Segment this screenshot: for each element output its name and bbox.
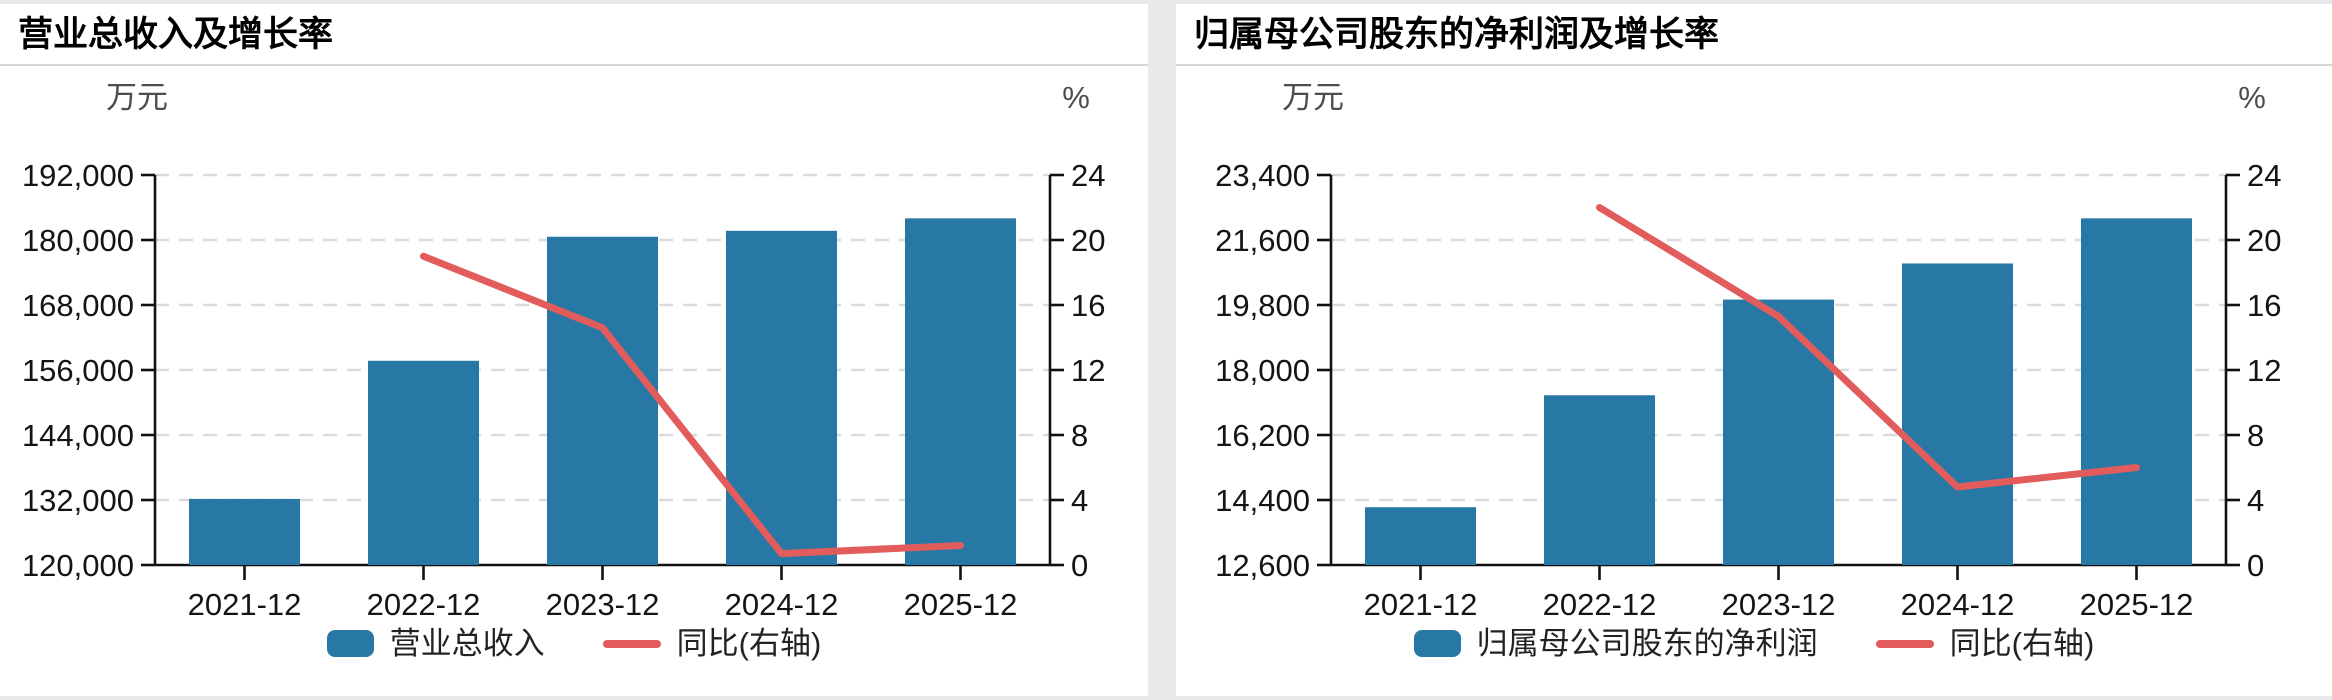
bar[interactable]	[1365, 507, 1476, 565]
left-axis-label: 16,200	[1215, 418, 1310, 453]
left-axis-label: 23,400	[1215, 158, 1310, 193]
right-axis-label: 20	[2247, 223, 2281, 258]
chart-title: 营业总收入及增长率	[0, 4, 1148, 66]
bar[interactable]	[2081, 218, 2192, 566]
right-axis-unit: %	[2238, 80, 2266, 115]
right-axis-label: 24	[1071, 158, 1105, 193]
left-axis-label: 144,000	[22, 418, 134, 453]
left-axis-unit: 万元	[106, 80, 168, 115]
bar[interactable]	[726, 230, 837, 565]
x-axis-label: 2022-12	[1543, 587, 1657, 622]
left-axis-label: 19,800	[1215, 288, 1310, 323]
right-axis-label: 0	[1071, 548, 1088, 583]
revenue-chart-card: 营业总收入及增长率 192,000 24 180,000 20 168,000 16 156…	[0, 4, 1148, 696]
chart-title: 归属母公司股东的净利润及增长率	[1176, 4, 2332, 66]
bar[interactable]	[547, 236, 658, 565]
right-axis-label: 16	[2247, 288, 2281, 323]
bar[interactable]	[368, 360, 479, 565]
legend-label: 同比(右轴)	[676, 626, 822, 661]
right-axis-unit: %	[1062, 80, 1090, 115]
chart-legend: 营业总收入 同比(右轴)	[0, 628, 1148, 659]
left-axis-unit: 万元	[1282, 80, 1344, 115]
chart-legend: 归属母公司股东的净利润 同比(右轴)	[1176, 628, 2332, 659]
legend-label: 营业总收入	[389, 626, 545, 661]
left-axis-label: 18,000	[1215, 353, 1310, 388]
growth-line[interactable]	[420, 252, 964, 558]
legend-item-line[interactable]: 同比(右轴)	[602, 626, 822, 661]
net-profit-chart-card: 归属母公司股东的净利润及增长率 23,400 24 21,600 20 19,800 16…	[1176, 4, 2332, 696]
right-axis-label: 0	[2247, 548, 2264, 583]
left-axis-label: 14,400	[1215, 483, 1310, 518]
x-axis-label: 2021-12	[1364, 587, 1478, 622]
right-axis-label: 12	[1071, 353, 1105, 388]
x-axis-label: 2021-12	[188, 587, 302, 622]
right-axis-label: 16	[1071, 288, 1105, 323]
x-axis-label: 2023-12	[1722, 587, 1836, 622]
right-axis-label: 8	[2247, 418, 2264, 453]
bar[interactable]	[189, 498, 300, 565]
line-swatch-icon	[1875, 639, 1934, 648]
bar[interactable]	[1544, 395, 1655, 565]
left-axis-label: 156,000	[22, 353, 134, 388]
x-axis-label: 2022-12	[367, 587, 481, 622]
bar[interactable]	[905, 218, 1016, 566]
bar[interactable]	[1902, 263, 2013, 565]
legend-item-line[interactable]: 同比(右轴)	[1875, 626, 2095, 661]
right-axis-label: 4	[1071, 483, 1088, 518]
right-axis-label: 4	[2247, 483, 2264, 518]
bar-swatch-icon	[1413, 630, 1461, 657]
x-axis-label: 2025-12	[2080, 587, 2194, 622]
legend-item-bar[interactable]: 归属母公司股东的净利润	[1413, 626, 1818, 661]
line-swatch-icon	[602, 639, 661, 648]
legend-label: 归属母公司股东的净利润	[1476, 626, 1818, 661]
left-axis-label: 120,000	[22, 548, 134, 583]
growth-line[interactable]	[1596, 204, 2140, 491]
x-axis-label: 2024-12	[725, 587, 839, 622]
net-profit-growth-chart[interactable]: 23,400 24 21,600 20 19,800 16 18,000 12 16,200 8 1…	[1176, 68, 2306, 628]
x-axis-label: 2025-12	[904, 587, 1018, 622]
left-axis-label: 168,000	[22, 288, 134, 323]
left-axis-label: 192,000	[22, 158, 134, 193]
left-axis-label: 132,000	[22, 483, 134, 518]
bar-swatch-icon	[326, 630, 374, 657]
left-axis-label: 180,000	[22, 223, 134, 258]
right-axis-label: 12	[2247, 353, 2281, 388]
right-axis-label: 20	[1071, 223, 1105, 258]
x-axis-label: 2023-12	[546, 587, 660, 622]
legend-item-bar[interactable]: 营业总收入	[326, 626, 545, 661]
revenue-growth-chart[interactable]: 192,000 24 180,000 20 168,000 16 156,000 12 144,…	[0, 68, 1120, 628]
right-axis-label: 24	[2247, 158, 2281, 193]
left-axis-label: 21,600	[1215, 223, 1310, 258]
legend-label: 同比(右轴)	[1949, 626, 2095, 661]
left-axis-label: 12,600	[1215, 548, 1310, 583]
x-axis-label: 2024-12	[1901, 587, 2015, 622]
right-axis-label: 8	[1071, 418, 1088, 453]
bar[interactable]	[1723, 299, 1834, 565]
